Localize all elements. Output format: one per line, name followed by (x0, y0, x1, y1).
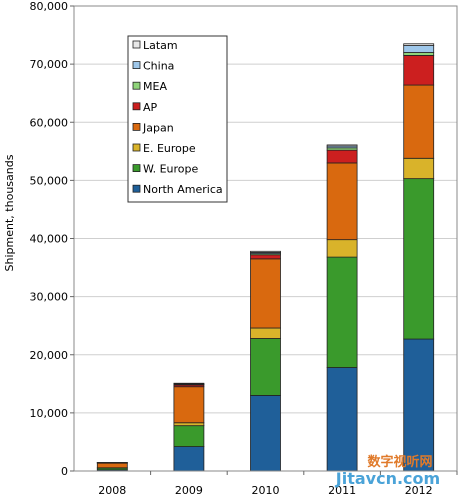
bar-segment (173, 386, 205, 424)
y-tick-label: 0 (61, 465, 68, 478)
x-tick-label: 2012 (405, 484, 433, 496)
legend-swatch (132, 40, 141, 49)
bar-segment (250, 250, 281, 253)
legend-swatch (132, 61, 141, 69)
bar-segment (173, 422, 205, 427)
legend-entry: E. Europe (143, 142, 196, 155)
legend-entry: Latam (143, 39, 178, 52)
bar-segment (326, 149, 358, 164)
y-tick-label: 80,000 (30, 0, 69, 13)
bar-segment (250, 395, 281, 472)
bar-segment (250, 258, 281, 329)
y-tick-label: 60,000 (30, 116, 69, 129)
legend-entry: China (143, 60, 174, 73)
bar-segment (403, 84, 435, 159)
legend-swatch (132, 81, 141, 90)
legend: Latam China MEA AP Japan E. Europe W. Europe No… (127, 35, 228, 203)
y-tick-label: 50,000 (30, 174, 69, 187)
y-tick-label: 20,000 (30, 349, 69, 362)
bars (96, 43, 435, 472)
bar-segment (403, 157, 435, 180)
bar-segment (250, 327, 281, 339)
legend-entry: Japan (142, 121, 174, 134)
bar-segment (173, 382, 205, 385)
bar-segment (403, 45, 435, 53)
bar-segment (173, 446, 205, 472)
bar-segment (250, 338, 281, 396)
y-tick-label: 70,000 (30, 58, 69, 71)
bar-segment (403, 43, 435, 46)
watermark: 数字视听网 Jitavcn.com (335, 454, 440, 488)
legend-entry: MEA (143, 80, 167, 93)
legend-entry: W. Europe (143, 163, 199, 176)
legend-swatch (132, 143, 141, 152)
legend-swatch (132, 164, 141, 173)
legend-swatch (132, 123, 141, 131)
y-axis-ticks: 0 10,000 20,000 30,000 40,000 50,000 60,000 70,… (30, 0, 74, 478)
legend-box (127, 35, 228, 203)
watermark-line1: 数字视听网 (367, 454, 432, 470)
bar-segment (326, 367, 358, 472)
bar-segment (96, 462, 128, 469)
y-tick-label: 30,000 (30, 291, 69, 304)
legend-swatch (132, 184, 141, 193)
bar-segment (250, 254, 281, 260)
y-axis-label: Shipment, thousands (3, 154, 16, 271)
bar-segment (403, 338, 435, 472)
bar-segment (326, 239, 358, 258)
legend-entry: AP (143, 101, 158, 114)
watermark-line2: Jitavcn.com (335, 469, 440, 488)
y-tick-label: 10,000 (30, 407, 69, 420)
x-axis-ticks: 2008 2009 2010 2011 2012 (98, 471, 458, 496)
x-tick-label: 2009 (175, 484, 203, 496)
bar-segment (326, 162, 358, 241)
bar-segment (326, 144, 358, 147)
y-tick-label: 40,000 (30, 233, 69, 246)
legend-entry: North America (143, 183, 223, 196)
bar-segment (403, 52, 435, 56)
x-tick-label: 2011 (328, 484, 356, 496)
bar-segment (403, 55, 435, 86)
x-tick-label: 2010 (252, 484, 280, 496)
bar-segment (173, 425, 205, 447)
bar-segment (403, 178, 435, 340)
x-tick-label: 2008 (98, 484, 126, 496)
legend-swatch (132, 102, 141, 111)
bar-segment (326, 256, 358, 368)
